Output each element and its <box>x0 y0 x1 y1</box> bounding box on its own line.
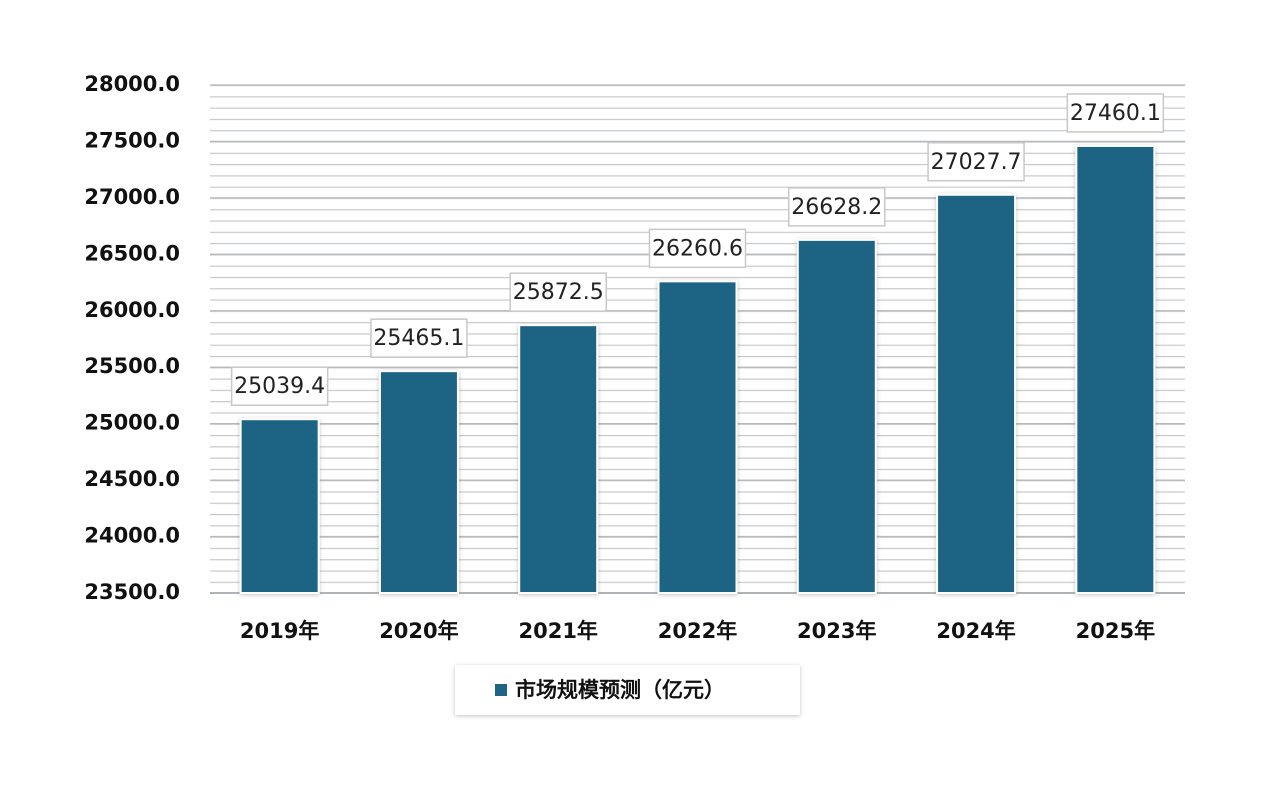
x-tick-label: 2023年 <box>797 619 876 643</box>
value-label: 25465.1 <box>373 326 464 351</box>
value-label: 27460.1 <box>1070 101 1161 126</box>
value-label-box <box>370 318 468 358</box>
legend-marker <box>495 684 507 696</box>
y-tick-label: 26500.0 <box>84 241 180 265</box>
value-label-box <box>509 272 607 312</box>
legend-label: 市场规模预测（亿元） <box>515 678 725 702</box>
x-tick-label: 2021年 <box>518 619 597 643</box>
value-label-box <box>788 187 886 227</box>
bar <box>796 238 877 594</box>
x-tick-label: 2024年 <box>936 619 1015 643</box>
x-tick-label: 2025年 <box>1076 619 1155 643</box>
bar <box>239 418 320 594</box>
y-tick-label: 24500.0 <box>84 467 180 491</box>
value-label-box <box>648 228 747 269</box>
bar <box>936 193 1017 594</box>
x-tick-label: 2022年 <box>658 619 737 643</box>
y-tick-label: 27000.0 <box>84 185 180 209</box>
y-tick-label: 28000.0 <box>84 72 180 96</box>
value-label-box <box>1066 93 1165 133</box>
x-tick-label: 2019年 <box>240 619 319 643</box>
value-label: 25872.5 <box>513 280 604 305</box>
bar <box>378 370 459 594</box>
value-label: 25039.4 <box>234 374 325 399</box>
bar <box>657 280 738 594</box>
legend-box <box>455 665 800 715</box>
bar <box>518 324 599 594</box>
y-tick-label: 24000.0 <box>84 524 180 548</box>
y-tick-label: 26000.0 <box>84 298 180 322</box>
bar <box>1075 144 1156 595</box>
value-label: 26260.6 <box>652 236 743 261</box>
value-label: 26628.2 <box>791 195 882 220</box>
y-tick-label: 25000.0 <box>84 411 180 435</box>
x-tick-label: 2020年 <box>379 619 458 643</box>
y-tick-label: 23500.0 <box>84 580 180 604</box>
value-label-box <box>230 366 329 406</box>
value-label-box <box>927 142 1025 182</box>
value-label: 27027.7 <box>931 150 1022 175</box>
y-tick-label: 27500.0 <box>84 128 180 152</box>
y-tick-label: 25500.0 <box>84 354 180 378</box>
